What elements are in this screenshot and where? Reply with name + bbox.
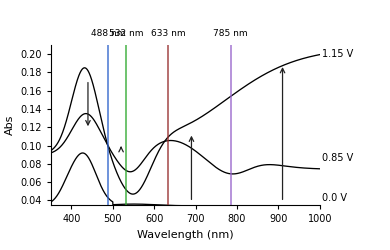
Text: 488 nm: 488 nm <box>90 29 125 38</box>
Text: 0.0 V: 0.0 V <box>322 193 347 203</box>
Text: 785 nm: 785 nm <box>213 29 248 38</box>
Y-axis label: Abs: Abs <box>5 115 14 135</box>
Text: 1.15 V: 1.15 V <box>322 49 353 59</box>
X-axis label: Wavelength (nm): Wavelength (nm) <box>137 230 234 239</box>
Text: 0.85 V: 0.85 V <box>322 153 353 163</box>
Text: 532 nm: 532 nm <box>109 29 143 38</box>
Text: 633 nm: 633 nm <box>151 29 185 38</box>
